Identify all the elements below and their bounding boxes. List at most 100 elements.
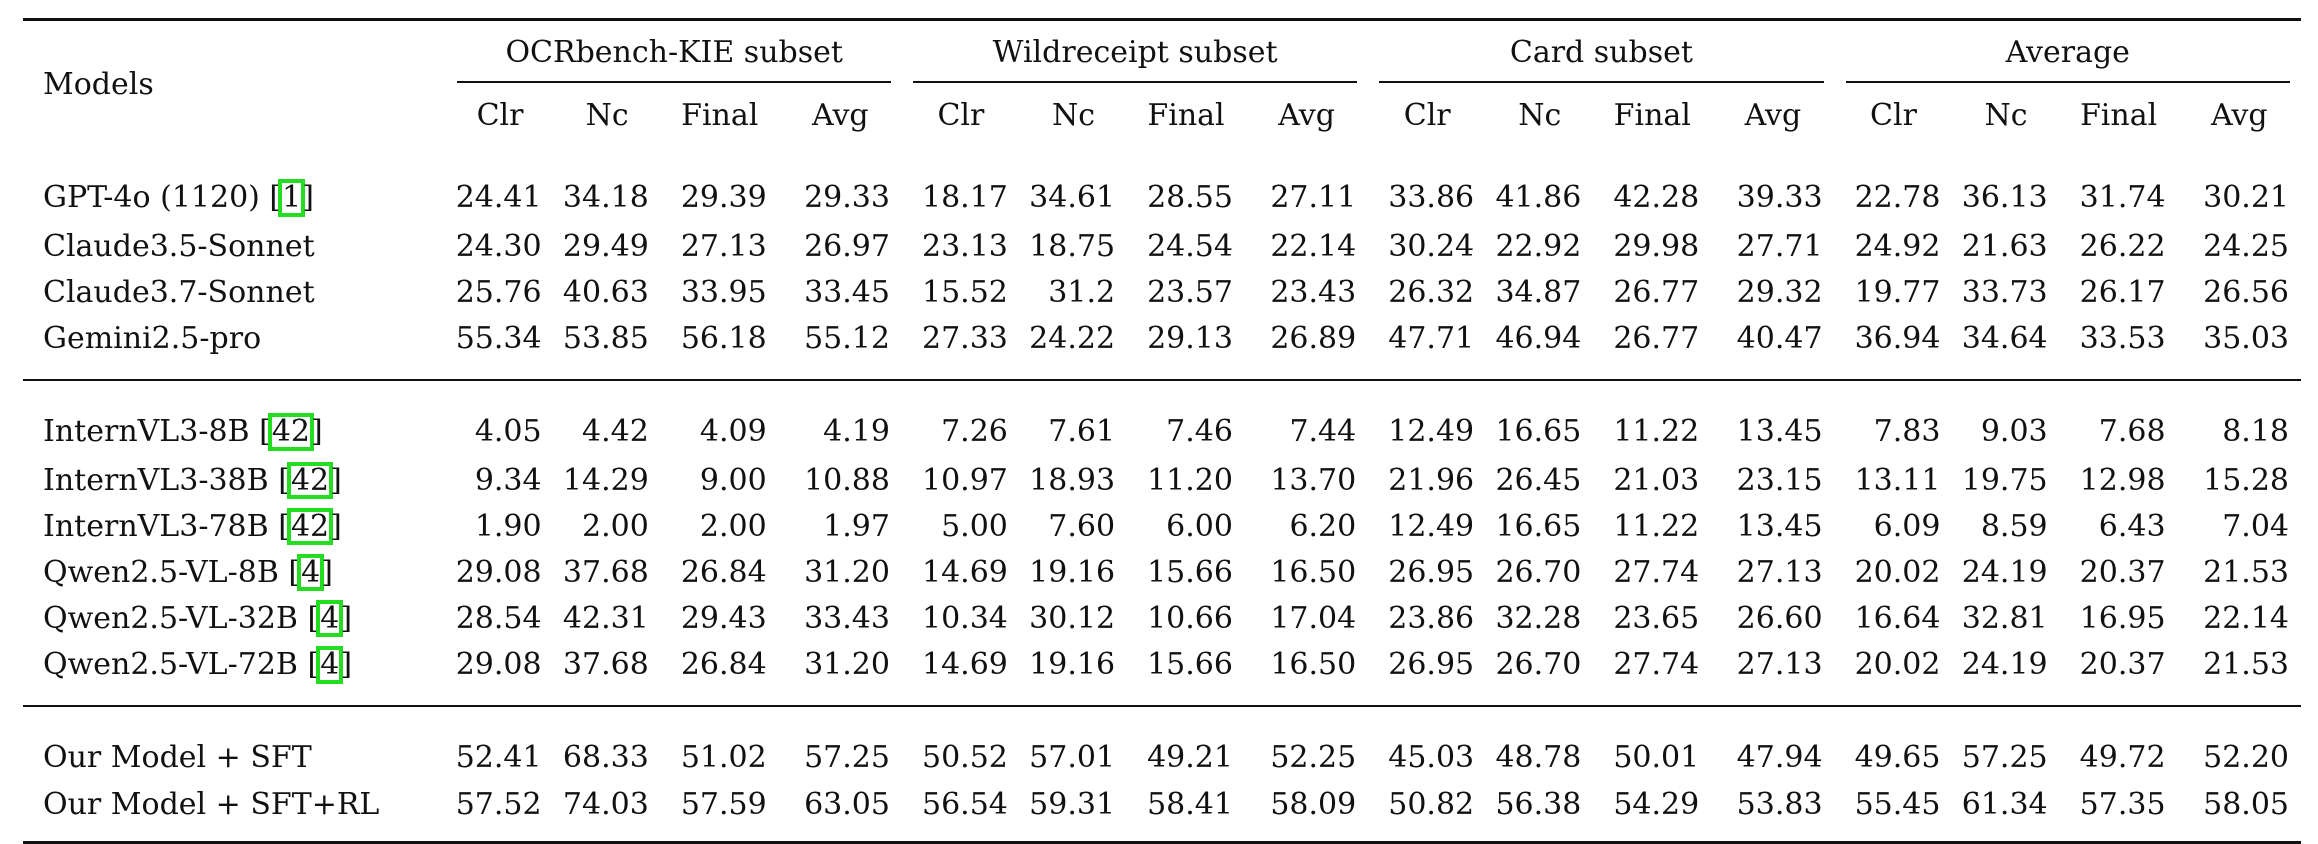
model-name-cell: Qwen2.5-VL-32B [4] bbox=[43, 599, 353, 637]
value-cell-wildreceipt-avg: 17.04 bbox=[1270, 600, 1357, 636]
value-cell-wildreceipt-final: 11.20 bbox=[1147, 462, 1233, 498]
results-table: Models OCRbench-KIE subset Wildreceipt s… bbox=[23, 18, 2301, 844]
value-cell-average-nc: 33.73 bbox=[1961, 274, 2048, 310]
value-cell-average-avg: 22.14 bbox=[2203, 600, 2289, 636]
model-name-cell: Claude3.7-Sonnet bbox=[23, 269, 446, 315]
value-cell-average-clr: 6.09 bbox=[1873, 508, 1941, 544]
value-cell-wildreceipt-clr: 14.69 bbox=[921, 554, 1008, 590]
value-cell-ocrbench-avg: 33.43 bbox=[804, 600, 890, 636]
model-name: InternVL3-38B bbox=[43, 462, 269, 498]
table-row: Gemini2.5-pro 55.34 53.85 56.18 55.12 27.33 24… bbox=[23, 315, 2301, 380]
table-row: InternVL3-8B [42] 4.05 4.42 4.09 4.19 7.26 7.6… bbox=[23, 379, 2301, 457]
value-cell-wildreceipt-final: 10.66 bbox=[1147, 600, 1233, 636]
value-cell-wildreceipt-clr: 56.54 bbox=[901, 783, 1020, 844]
value-cell-average-avg: 26.56 bbox=[2203, 274, 2289, 310]
value-cell-wildreceipt-avg: 58.09 bbox=[1244, 783, 1369, 844]
value-cell-average-nc: 21.63 bbox=[1961, 228, 2048, 264]
value-cell-card-final: 50.01 bbox=[1593, 705, 1712, 783]
value-cell-wildreceipt-clr: 14.69 bbox=[921, 647, 1008, 682]
value-cell-average-nc: 8.59 bbox=[1980, 508, 2048, 544]
value-cell-average-clr: 49.65 bbox=[1834, 705, 1953, 783]
value-cell-wildreceipt-final: 15.66 bbox=[1147, 554, 1233, 590]
subcolumn-header-wildreceipt-nc: Nc bbox=[1051, 97, 1095, 133]
value-cell-average-nc: 9.03 bbox=[1952, 379, 2060, 457]
value-cell-wildreceipt-nc: 7.60 bbox=[1048, 508, 1116, 544]
value-cell-ocrbench-avg: 4.19 bbox=[778, 379, 902, 457]
table-body: GPT-4o (1120) [1] 24.41 34.18 29.39 29.33 18.… bbox=[23, 147, 2301, 844]
citation-link[interactable]: 42 bbox=[286, 461, 334, 499]
subcolumn-header-row: Clr Nc Final Avg Clr Nc Final Avg Clr Nc Final Avg C… bbox=[23, 83, 2301, 147]
subcolumn-header-ocrbench-final: Final bbox=[681, 97, 759, 133]
citation-link[interactable]: 42 bbox=[267, 413, 315, 451]
value-cell-card-final: 54.29 bbox=[1593, 783, 1712, 844]
subcolumn-header-wildreceipt-clr: Clr bbox=[937, 97, 985, 133]
value-cell-wildreceipt-nc: 18.93 bbox=[1029, 462, 1116, 498]
value-cell-average-nc: 34.64 bbox=[1961, 321, 2048, 356]
model-name: InternVL3-78B bbox=[43, 508, 269, 544]
group-label-average: Average bbox=[2005, 34, 2130, 70]
value-cell-average-final: 31.74 bbox=[2079, 180, 2166, 215]
value-cell-ocrbench-final: 9.00 bbox=[699, 462, 767, 498]
value-cell-average-clr: 55.45 bbox=[1834, 783, 1953, 844]
citation-link[interactable]: 4 bbox=[316, 646, 344, 684]
value-cell-ocrbench-avg: 63.05 bbox=[778, 783, 902, 844]
value-cell-ocrbench-nc: 14.29 bbox=[562, 462, 649, 498]
value-cell-ocrbench-final: 29.39 bbox=[680, 180, 767, 215]
value-cell-ocrbench-avg: 57.25 bbox=[778, 705, 902, 783]
table-row: Claude3.7-Sonnet 25.76 40.63 33.95 33.45 15.5… bbox=[23, 269, 2301, 315]
subcolumn-header-ocrbench-nc: Nc bbox=[585, 97, 629, 133]
value-cell-ocrbench-clr: 52.41 bbox=[446, 705, 554, 783]
value-cell-card-nc: 34.87 bbox=[1495, 274, 1582, 310]
table-row: Qwen2.5-VL-32B [4] 28.54 42.31 29.43 33.43 10… bbox=[23, 595, 2301, 641]
value-cell-ocrbench-clr: 9.34 bbox=[474, 462, 542, 498]
model-name: InternVL3-8B bbox=[43, 414, 250, 449]
value-cell-average-avg: 21.53 bbox=[2203, 554, 2289, 590]
value-cell-average-nc: 57.25 bbox=[1952, 705, 2060, 783]
value-cell-card-final: 27.74 bbox=[1613, 647, 1700, 682]
citation-link[interactable]: 4 bbox=[297, 553, 325, 591]
citation-link[interactable]: 4 bbox=[316, 599, 344, 637]
citation-link[interactable]: 42 bbox=[286, 507, 334, 545]
group-header-row: Models OCRbench-KIE subset Wildreceipt s… bbox=[23, 18, 2301, 147]
value-cell-wildreceipt-nc: 7.61 bbox=[1019, 379, 1128, 457]
value-cell-average-clr: 16.64 bbox=[1854, 600, 1941, 636]
value-cell-ocrbench-nc: 53.85 bbox=[562, 321, 649, 356]
subcolumn-header-card-clr: Clr bbox=[1403, 97, 1451, 133]
value-cell-average-avg: 21.53 bbox=[2203, 647, 2289, 682]
value-cell-ocrbench-avg: 1.97 bbox=[823, 508, 890, 544]
citation-link[interactable]: 1 bbox=[278, 179, 306, 217]
value-cell-average-clr: 22.78 bbox=[1854, 180, 1941, 215]
value-cell-ocrbench-avg: 33.45 bbox=[804, 274, 890, 310]
value-cell-wildreceipt-final: 29.13 bbox=[1147, 321, 1233, 356]
value-cell-ocrbench-nc: 40.63 bbox=[562, 274, 649, 310]
value-cell-ocrbench-clr: 29.08 bbox=[455, 554, 542, 590]
subcolumn-header-card-nc: Nc bbox=[1518, 97, 1562, 133]
value-cell-average-final: 26.22 bbox=[2079, 228, 2166, 264]
value-cell-average-clr: 7.83 bbox=[1834, 379, 1953, 457]
value-cell-card-nc: 48.78 bbox=[1486, 705, 1594, 783]
subcolumn-header-wildreceipt-avg: Avg bbox=[1278, 97, 1335, 133]
value-cell-wildreceipt-nc: 19.16 bbox=[1029, 554, 1116, 590]
value-cell-ocrbench-nc: 37.68 bbox=[562, 554, 649, 590]
value-cell-card-final: 11.22 bbox=[1593, 379, 1712, 457]
value-cell-ocrbench-clr: 4.05 bbox=[446, 379, 554, 457]
value-cell-card-final: 26.77 bbox=[1613, 274, 1700, 310]
value-cell-card-clr: 45.03 bbox=[1368, 705, 1487, 783]
value-cell-average-avg: 24.25 bbox=[2203, 228, 2289, 264]
value-cell-ocrbench-avg: 31.20 bbox=[804, 647, 890, 682]
value-cell-average-avg: 52.20 bbox=[2177, 705, 2301, 783]
value-cell-wildreceipt-nc: 59.31 bbox=[1019, 783, 1128, 844]
model-name-cell: Qwen2.5-VL-8B [4] bbox=[43, 553, 333, 591]
value-cell-card-nc: 56.38 bbox=[1486, 783, 1594, 844]
value-cell-average-final: 26.17 bbox=[2079, 274, 2166, 310]
value-cell-average-final: 20.37 bbox=[2079, 647, 2166, 682]
value-cell-ocrbench-avg: 55.12 bbox=[804, 321, 890, 356]
value-cell-ocrbench-nc: 37.68 bbox=[562, 647, 649, 682]
value-cell-average-final: 16.95 bbox=[2079, 600, 2166, 636]
table-row: Claude3.5-Sonnet 24.30 29.49 27.13 26.97 23.1… bbox=[23, 223, 2301, 269]
value-cell-wildreceipt-avg: 27.11 bbox=[1270, 180, 1357, 215]
value-cell-card-nc: 46.94 bbox=[1495, 321, 1582, 356]
value-cell-card-nc: 41.86 bbox=[1495, 180, 1582, 215]
value-cell-ocrbench-clr: 24.30 bbox=[455, 228, 542, 264]
value-cell-ocrbench-clr: 28.54 bbox=[455, 600, 542, 636]
